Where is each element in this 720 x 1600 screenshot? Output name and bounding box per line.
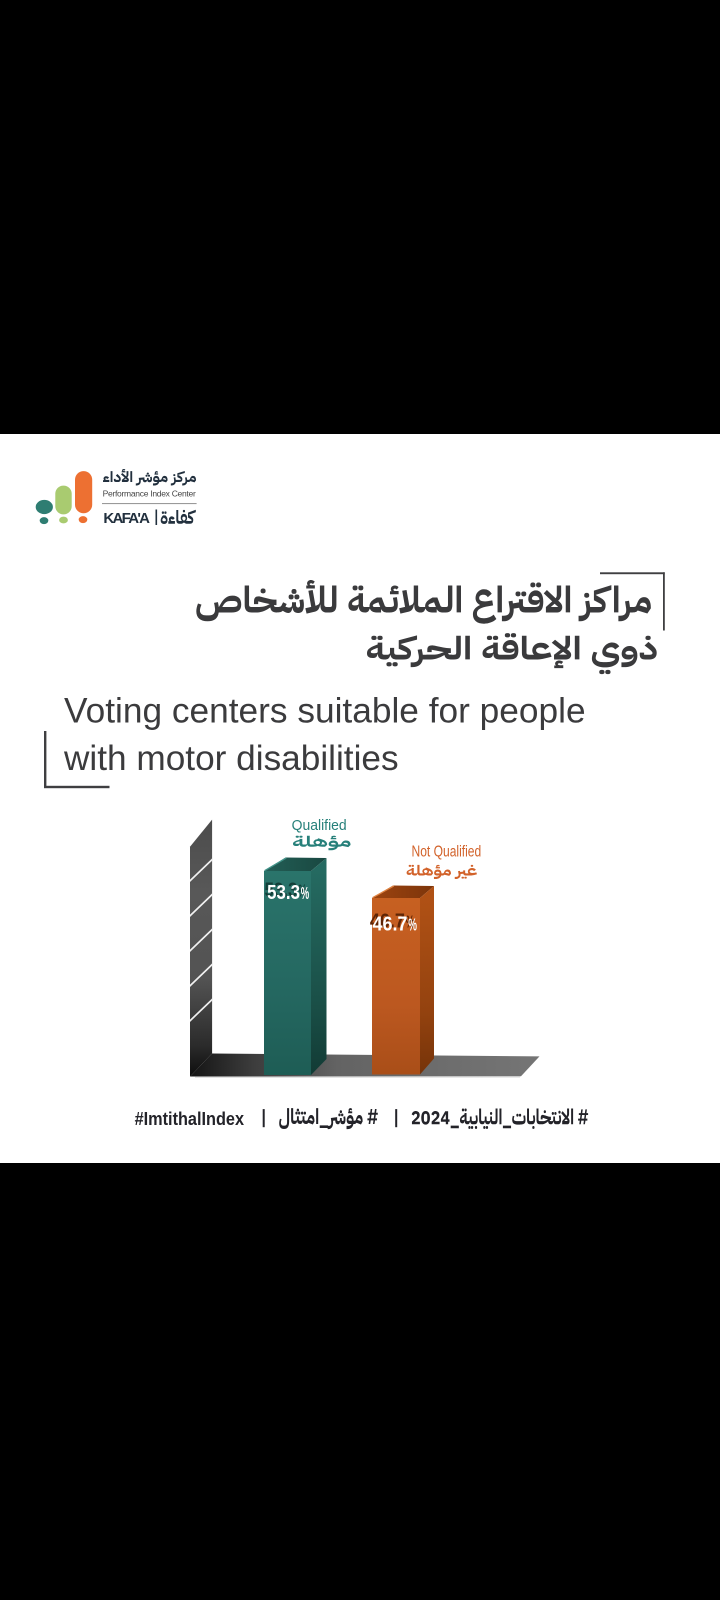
svg-text:with motor disabilities: with motor disabilities xyxy=(63,738,399,778)
svg-text:53.3: 53.3 xyxy=(267,881,300,904)
svg-text:%: % xyxy=(301,883,310,903)
svg-text:%: % xyxy=(406,912,415,932)
svg-text:%: % xyxy=(408,914,417,934)
svg-text:53.3: 53.3 xyxy=(265,879,298,902)
svg-text:Performance Index Center: Performance Index Center xyxy=(103,489,196,499)
svg-text:46.7: 46.7 xyxy=(373,912,408,935)
svg-text:Not Qualified: Not Qualified xyxy=(412,843,482,860)
svg-text:Qualified: Qualified xyxy=(292,817,347,834)
svg-text:46.7: 46.7 xyxy=(370,910,405,933)
svg-text:KAFA'A: KAFA'A xyxy=(103,510,150,527)
svg-text:#ImtithalIndex: #ImtithalIndex xyxy=(135,1109,244,1129)
svg-text:%: % xyxy=(298,881,307,901)
svg-text:Voting centers suitable for pe: Voting centers suitable for people xyxy=(64,691,586,731)
